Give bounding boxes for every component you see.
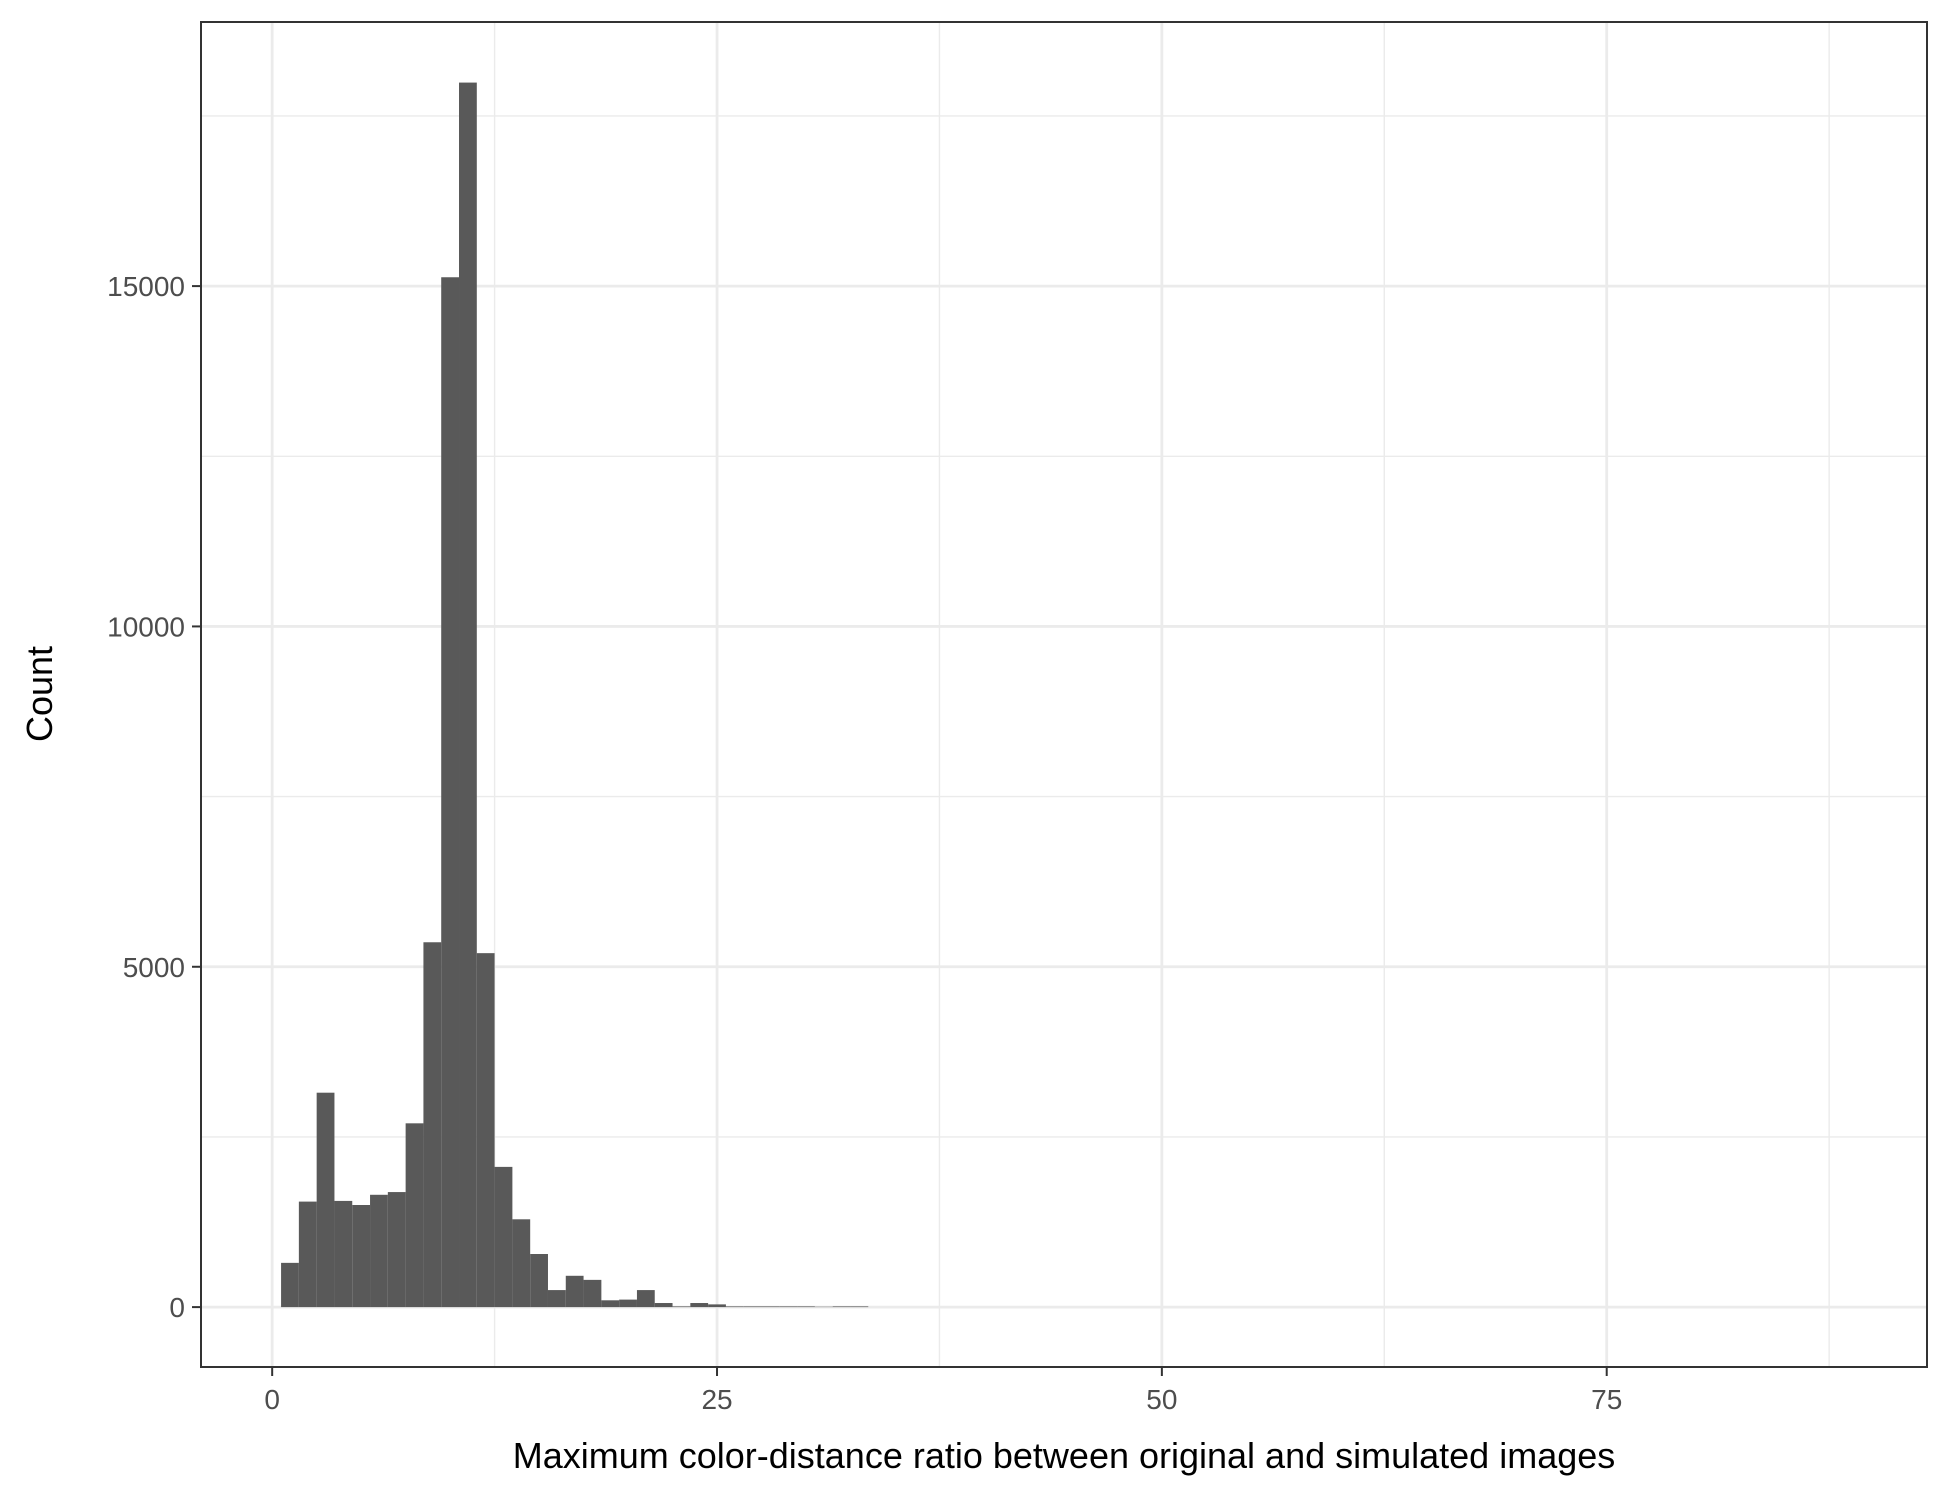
y-axis: 0 5000 10000 15000 [107,271,201,1323]
histogram-bar [441,277,459,1307]
histogram-bar [797,1306,815,1307]
histogram-bar [655,1303,673,1307]
x-axis: 0 25 50 75 [264,1367,1622,1415]
y-tick-label: 15000 [107,271,185,302]
histogram-bar [637,1290,655,1307]
histogram-bar [690,1303,708,1307]
histogram-bar [495,1167,513,1307]
x-tick-label: 75 [1591,1384,1622,1415]
histogram-bar [850,1306,868,1307]
histogram-bar [512,1219,530,1307]
x-tick-label: 0 [264,1384,280,1415]
histogram-bar [673,1306,691,1307]
histogram-bar [317,1093,335,1307]
x-tick-label: 25 [701,1384,732,1415]
histogram-bar [566,1276,584,1307]
y-axis-title: Count [19,646,60,742]
histogram-bar [530,1254,548,1307]
y-tick-label: 0 [169,1292,185,1323]
histogram-bar [406,1123,424,1307]
histogram-bar [726,1306,744,1307]
histogram-bar [334,1201,352,1307]
histogram-bar [584,1280,602,1307]
histogram-bar [459,83,477,1308]
x-axis-title: Maximum color-distance ratio between ori… [513,1435,1616,1476]
x-tick-label: 50 [1146,1384,1177,1415]
histogram-bar [281,1263,299,1307]
histogram-bar [548,1290,566,1307]
histogram-bar [744,1306,762,1307]
histogram-bar [708,1304,726,1307]
histogram-bar [601,1300,619,1307]
histogram-bar [833,1306,851,1307]
histogram-bar [423,942,441,1307]
histogram-bar [370,1195,388,1307]
histogram-bar [762,1306,780,1307]
histogram-bar [477,953,495,1307]
histogram-bar [299,1202,317,1308]
histogram-bar [388,1192,406,1307]
y-tick-label: 5000 [123,952,185,983]
y-tick-label: 10000 [107,611,185,642]
histogram-bar [352,1205,370,1307]
histogram-bars [281,83,868,1308]
histogram-bar [619,1300,637,1307]
histogram-bar [779,1306,797,1307]
